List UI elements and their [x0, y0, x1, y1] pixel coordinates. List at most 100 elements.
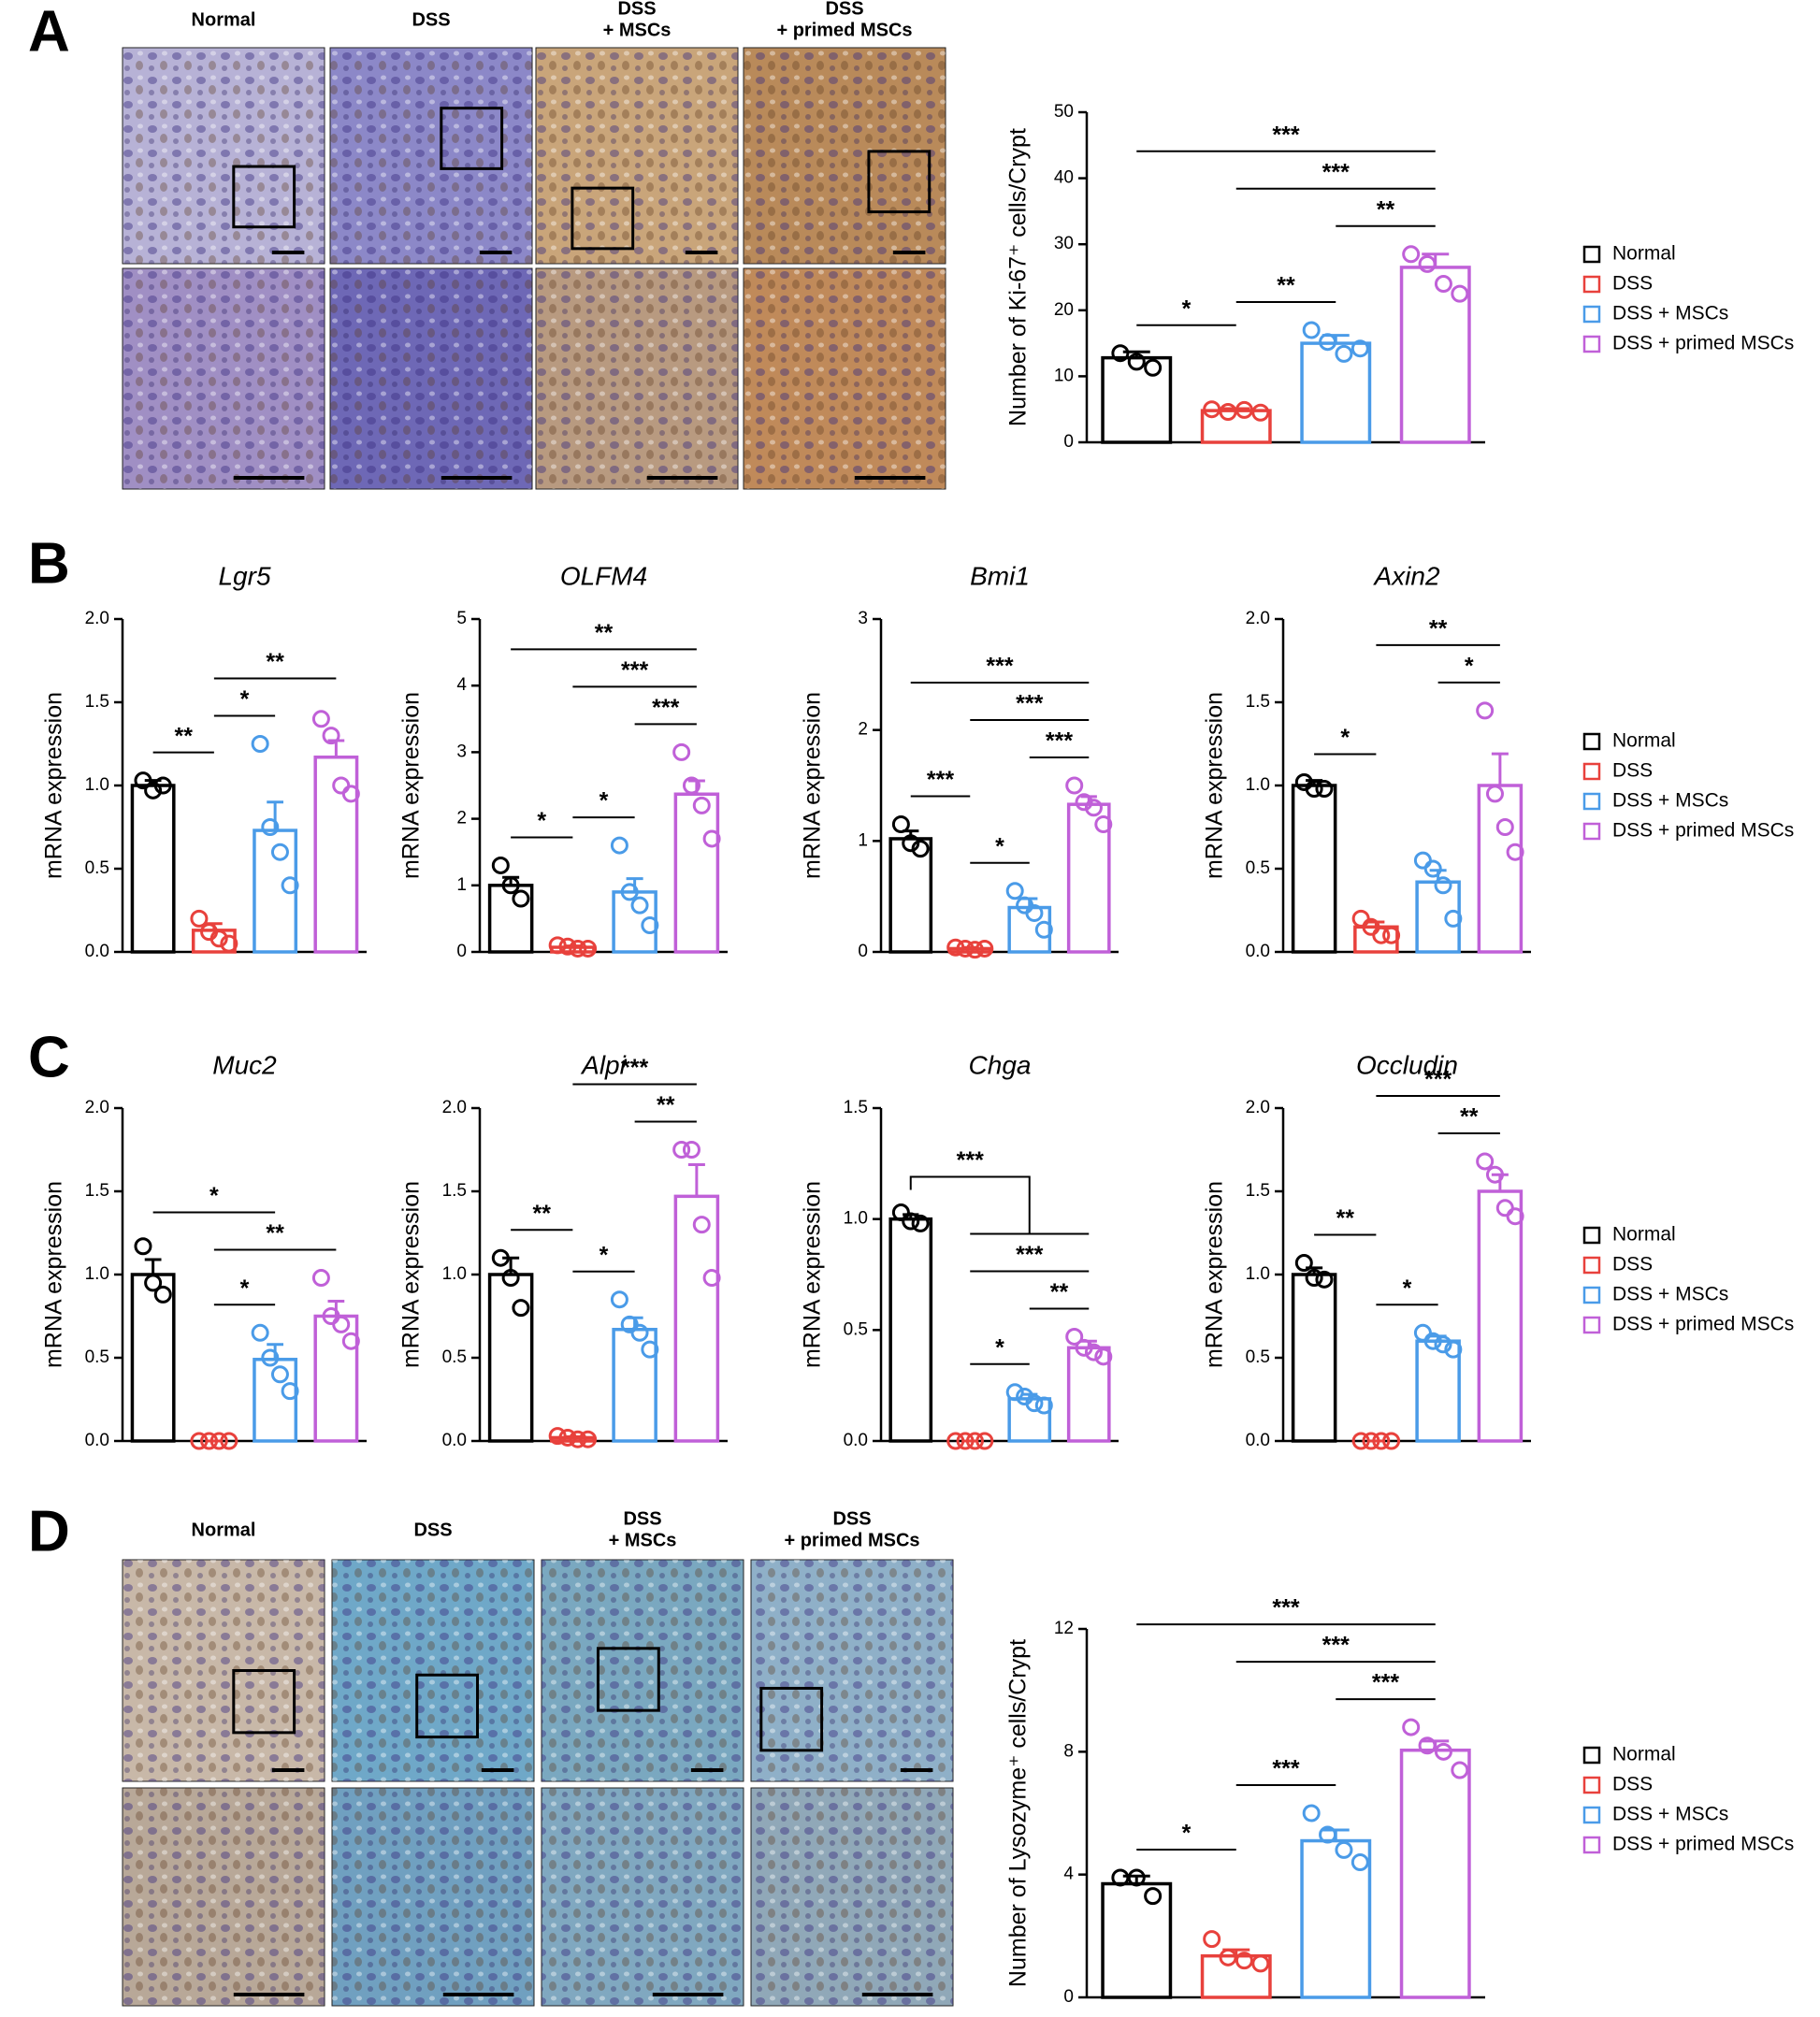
y-tick-label: 0.5	[1246, 1347, 1270, 1367]
y-tick-label: 0	[1063, 432, 1074, 452]
y-tick-label: 1.5	[85, 1181, 109, 1201]
data-point	[144, 781, 163, 800]
data-point	[891, 1203, 910, 1222]
data-point	[341, 1332, 360, 1350]
y-tick-label: 0.5	[844, 1319, 868, 1339]
micrograph-texture	[123, 1788, 325, 2006]
legend-swatch	[1582, 1256, 1601, 1275]
data-point	[630, 1323, 649, 1342]
data-point	[1219, 403, 1237, 422]
bar	[130, 784, 176, 954]
data-point	[200, 1432, 219, 1450]
y-axis-label: Number of Ki-67⁺ cells/Crypt	[1005, 128, 1032, 426]
legend-label: Normal	[1612, 1224, 1676, 1246]
y-tick-label: 2	[858, 720, 868, 740]
legend-label: DSS + primed MSCs	[1612, 820, 1794, 842]
panel-label: D	[28, 1499, 70, 1563]
data-point	[270, 1365, 289, 1384]
legend-swatch	[1582, 1316, 1601, 1334]
panel-label: A	[28, 0, 70, 64]
data-point	[1423, 1332, 1442, 1350]
y-tick-label: 1.5	[1246, 1181, 1270, 1201]
legend-swatch	[1582, 822, 1601, 841]
data-point	[209, 929, 228, 948]
data-point	[682, 1141, 701, 1159]
data-point	[1413, 851, 1432, 870]
data-point	[1251, 403, 1270, 422]
y-tick-label: 1.5	[844, 1098, 868, 1117]
data-point	[1335, 344, 1353, 363]
data-point	[220, 1432, 238, 1450]
image-column-label: + MSCs	[609, 1530, 677, 1550]
data-point	[891, 815, 910, 834]
y-tick-label: 0	[456, 942, 467, 961]
data-point	[153, 1285, 172, 1304]
data-point	[965, 941, 984, 959]
micrograph-texture	[751, 1560, 953, 1781]
legend-swatch	[1582, 732, 1601, 751]
data-point	[1418, 1736, 1437, 1755]
y-tick-label: 0.0	[85, 1431, 109, 1450]
data-point	[281, 876, 299, 895]
significance-label: ***	[927, 767, 954, 793]
data-point	[672, 1141, 691, 1159]
chart-title: Occludin	[1356, 1050, 1458, 1079]
significance-label: ***	[621, 1055, 648, 1081]
data-point	[1235, 400, 1253, 419]
significance-label: *	[1182, 295, 1192, 322]
y-tick-label: 3	[456, 742, 467, 761]
bar	[888, 837, 933, 954]
data-point	[1351, 1853, 1369, 1872]
image-column-label: DSS	[617, 0, 656, 19]
data-point	[1506, 1207, 1524, 1226]
data-point	[1444, 1340, 1463, 1359]
significance-label: ***	[986, 654, 1013, 680]
y-axis-label: mRNA expression	[398, 692, 425, 879]
data-point	[1319, 333, 1337, 352]
y-tick-label: 1.5	[1246, 692, 1270, 712]
y-tick-label: 0.0	[85, 942, 109, 961]
inset-box	[759, 1686, 824, 1752]
legend-label: DSS + MSCs	[1612, 790, 1728, 812]
data-point	[1127, 353, 1146, 371]
data-point	[1075, 1338, 1093, 1357]
significance-label: *	[537, 808, 546, 834]
data-point	[220, 934, 238, 953]
image-column-label: Normal	[192, 1520, 256, 1540]
significance-label: ***	[1272, 1756, 1299, 1782]
data-point	[251, 735, 269, 753]
y-tick-label: 1.5	[85, 692, 109, 712]
data-point	[1451, 1761, 1469, 1779]
significance-label: ***	[957, 1147, 984, 1174]
data-point	[501, 1269, 520, 1288]
legend-label: DSS + primed MSCs	[1612, 1314, 1794, 1335]
micrograph-texture	[332, 1788, 534, 2006]
y-tick-label: 0.5	[85, 858, 109, 878]
data-point	[610, 836, 628, 855]
data-point	[1495, 818, 1514, 836]
data-point	[1372, 926, 1391, 944]
data-point	[1034, 1396, 1053, 1415]
data-point	[190, 1432, 209, 1450]
y-tick-label: 10	[1054, 366, 1074, 385]
bar	[673, 1194, 720, 1443]
data-point	[682, 776, 701, 795]
data-point	[341, 785, 360, 803]
legend-swatch	[1582, 1836, 1601, 1854]
significance-label: **	[266, 649, 284, 675]
y-tick-label: 1.5	[442, 1181, 467, 1201]
y-axis-label: Number of Lysozyme⁺ cells/Crypt	[1005, 1639, 1032, 1987]
y-tick-label: 2.0	[442, 1098, 467, 1117]
y-tick-label: 20	[1054, 300, 1074, 320]
data-point	[1005, 882, 1024, 900]
significance-label: **	[533, 1201, 552, 1227]
y-tick-label: 3	[858, 609, 868, 628]
chart-title: Muc2	[212, 1050, 277, 1079]
micrograph-texture	[536, 268, 738, 489]
data-point	[1423, 859, 1442, 878]
y-tick-label: 1.0	[844, 1209, 868, 1229]
data-point	[630, 896, 649, 915]
y-tick-label: 30	[1054, 234, 1074, 253]
significance-label: **	[1050, 1279, 1069, 1305]
